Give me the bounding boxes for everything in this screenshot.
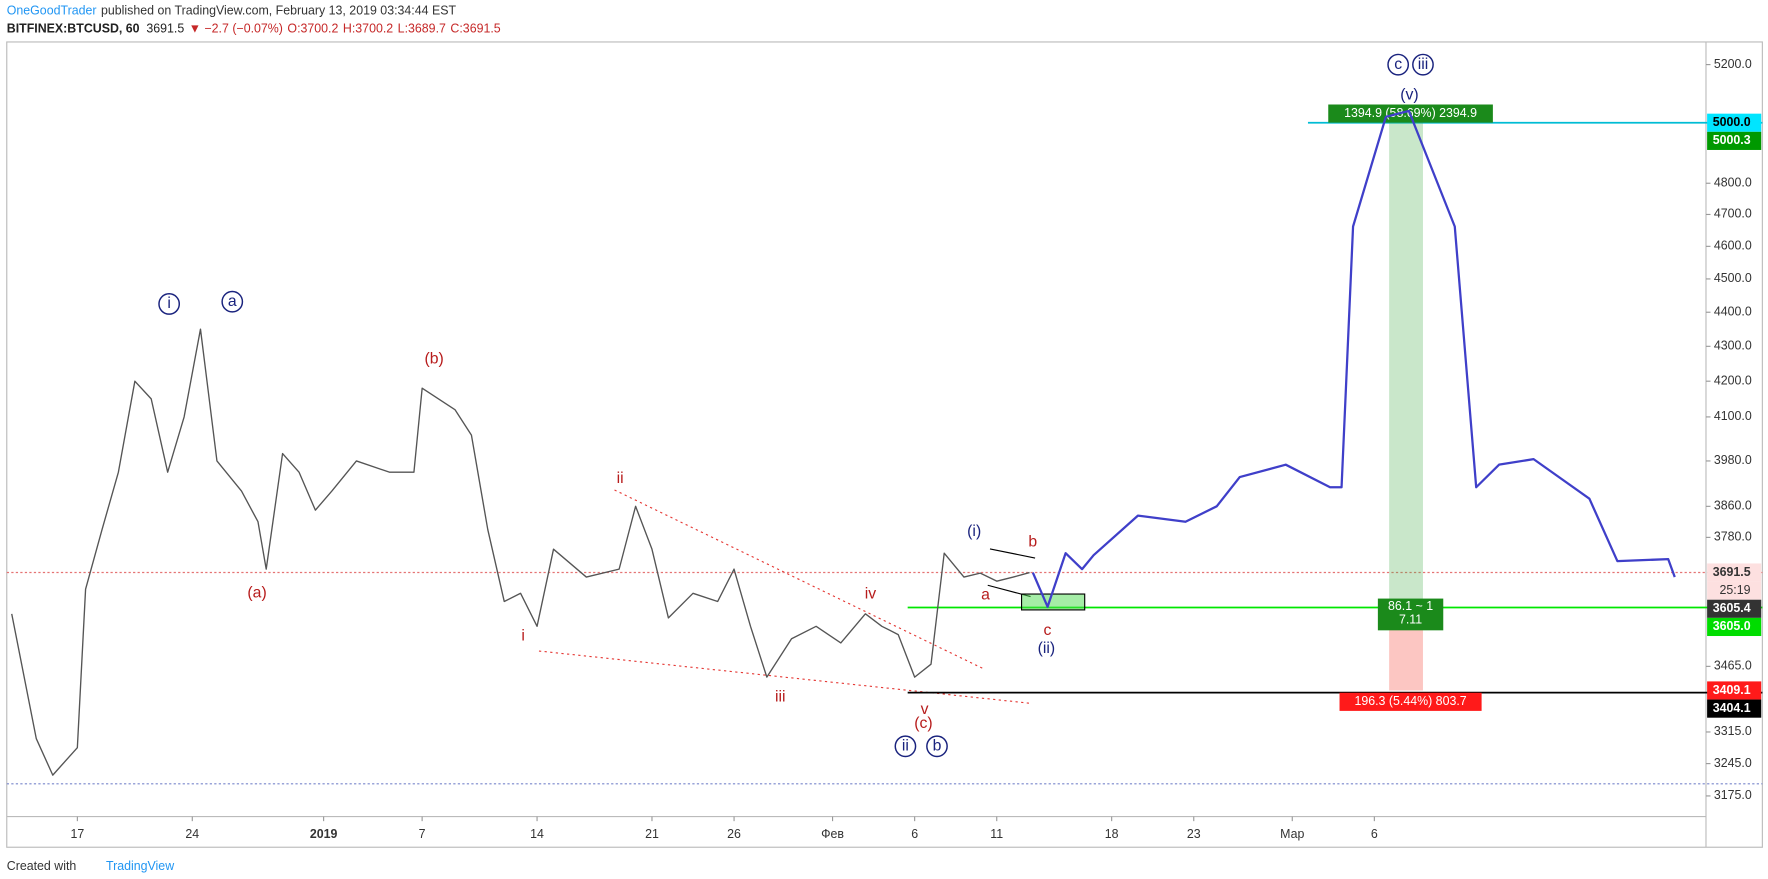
countdown: 25:19 xyxy=(1720,583,1751,597)
target-zone xyxy=(1389,122,1423,608)
price-line xyxy=(11,328,1030,776)
y-tick-label: 4200.0 xyxy=(1714,373,1752,387)
wave-label: b xyxy=(933,737,942,754)
wave-label: iii xyxy=(775,689,786,706)
box xyxy=(1377,598,1444,631)
price-tag-label: 3605.0 xyxy=(1713,619,1751,633)
wave-label: iii xyxy=(1418,56,1429,73)
wave-label: c xyxy=(1044,622,1052,639)
frame xyxy=(6,41,1763,848)
x-tick-label: 6 xyxy=(1371,827,1378,841)
wave-label: a xyxy=(981,587,990,604)
y-tick-label: 3980.0 xyxy=(1714,453,1752,467)
wave-label: (i) xyxy=(967,523,981,540)
entry-box xyxy=(1020,593,1086,611)
y-tick-label: 3465.0 xyxy=(1714,659,1752,673)
author: OneGoodTrader xyxy=(7,4,97,18)
y-tick-label: 4800.0 xyxy=(1714,176,1752,190)
ohlc: L:3689.7 xyxy=(398,22,446,36)
x-tick-label: 2019 xyxy=(310,827,338,841)
price-tag xyxy=(1707,617,1762,637)
y-tick-label: 3860.0 xyxy=(1714,499,1752,513)
trendline xyxy=(614,489,985,670)
y-tick-label: 4700.0 xyxy=(1714,207,1752,221)
wave-label: ii xyxy=(617,470,624,487)
wave-circle xyxy=(221,290,244,313)
price-tag-label: 3404.1 xyxy=(1713,701,1751,715)
header-line: OneGoodTrader published on TradingView.co… xyxy=(7,4,457,18)
y-tick-label: 3780.0 xyxy=(1714,530,1752,544)
quote-line: BITFINEX:BTCUSD, 60 3691.5 ▼ −2.7 (−0.07%)… xyxy=(7,22,501,36)
wave-circle xyxy=(1412,53,1434,76)
wave-label: (c) xyxy=(914,715,932,732)
price-tag-label: 3691.5 xyxy=(1713,565,1751,579)
price-tag xyxy=(1707,113,1762,132)
price-tag-label: 3409.1 xyxy=(1713,683,1751,697)
ratio-label: 86.1 ~ 1 xyxy=(1388,599,1433,613)
wave-label: (b) xyxy=(424,351,443,368)
box xyxy=(1339,692,1482,711)
wave-label: (v) xyxy=(1400,86,1418,103)
price-tag-label: 5000.0 xyxy=(1713,115,1751,129)
wave-label: (ii) xyxy=(1038,640,1056,657)
price-tag-label: 3605.4 xyxy=(1713,601,1751,615)
wave-circle xyxy=(926,735,948,758)
wave-label: b xyxy=(1028,533,1037,550)
projection-line xyxy=(1031,109,1676,608)
x-tick-label: 17 xyxy=(70,827,84,841)
y-tick-label: 5200.0 xyxy=(1714,57,1752,71)
wave-circle xyxy=(894,735,917,758)
last: 3691.5 xyxy=(146,22,184,36)
wave-circle xyxy=(158,293,181,315)
wave-label: a xyxy=(228,293,237,310)
x-tick-label: 23 xyxy=(1187,827,1201,841)
price-tag xyxy=(1707,599,1762,618)
y-tick-label: 4400.0 xyxy=(1714,304,1752,318)
wave-label: i xyxy=(521,627,525,644)
x-tick-label: 18 xyxy=(1105,827,1119,841)
y-tick-label: 3245.0 xyxy=(1714,756,1752,770)
price-tag xyxy=(1707,681,1762,700)
price-tag xyxy=(1707,563,1762,582)
y-tick-label: 4100.0 xyxy=(1714,409,1752,423)
ohlc: C:3691.5 xyxy=(450,22,500,36)
wave-label: (a) xyxy=(247,584,266,601)
wave-label: ii xyxy=(902,737,909,754)
published: published on TradingView.com, February 1… xyxy=(101,4,456,18)
wave-label: c xyxy=(1394,56,1402,73)
x-tick-label: 26 xyxy=(727,827,741,841)
wave-label: iv xyxy=(865,585,876,602)
x-tick-label: 11 xyxy=(990,827,1003,841)
y-tick-label: 4300.0 xyxy=(1714,339,1752,353)
x-tick-label: 7 xyxy=(419,827,426,841)
y-tick-label: 3175.0 xyxy=(1714,788,1752,802)
price-tag xyxy=(1707,131,1762,150)
wave-label: i xyxy=(167,295,171,312)
x-tick-label: 21 xyxy=(645,827,659,841)
countdown-tag xyxy=(1707,581,1762,600)
x-tick-label: 6 xyxy=(911,827,918,841)
x-tick-label: 14 xyxy=(530,827,544,841)
symbol: BITFINEX:BTCUSD, 60 xyxy=(7,22,140,36)
wave-circle xyxy=(1387,53,1410,76)
wave-label: v xyxy=(921,701,929,718)
price-tag-label: 5000.3 xyxy=(1713,133,1751,147)
x-tick-label: Фев xyxy=(821,827,844,841)
y-tick-label: 4600.0 xyxy=(1714,239,1752,253)
stop-label: 196.3 (5.44%) 803.7 xyxy=(1354,694,1466,708)
ratio-label: 7.11 xyxy=(1399,612,1422,626)
x-tick-label: Мар xyxy=(1280,827,1304,841)
price-tag xyxy=(1707,699,1762,718)
trendline xyxy=(989,548,1036,559)
ohlc: O:3700.2 xyxy=(287,22,338,36)
x-tick-label: 24 xyxy=(185,827,199,841)
y-tick-label: 3315.0 xyxy=(1714,724,1752,738)
y-tick-label: 4500.0 xyxy=(1714,271,1752,285)
ohlc: H:3700.2 xyxy=(343,22,393,36)
footer-text: Created with xyxy=(7,859,77,873)
footer-brand[interactable]: TradingView xyxy=(106,859,174,873)
change: ▼ −2.7 (−0.07%) xyxy=(189,22,283,36)
